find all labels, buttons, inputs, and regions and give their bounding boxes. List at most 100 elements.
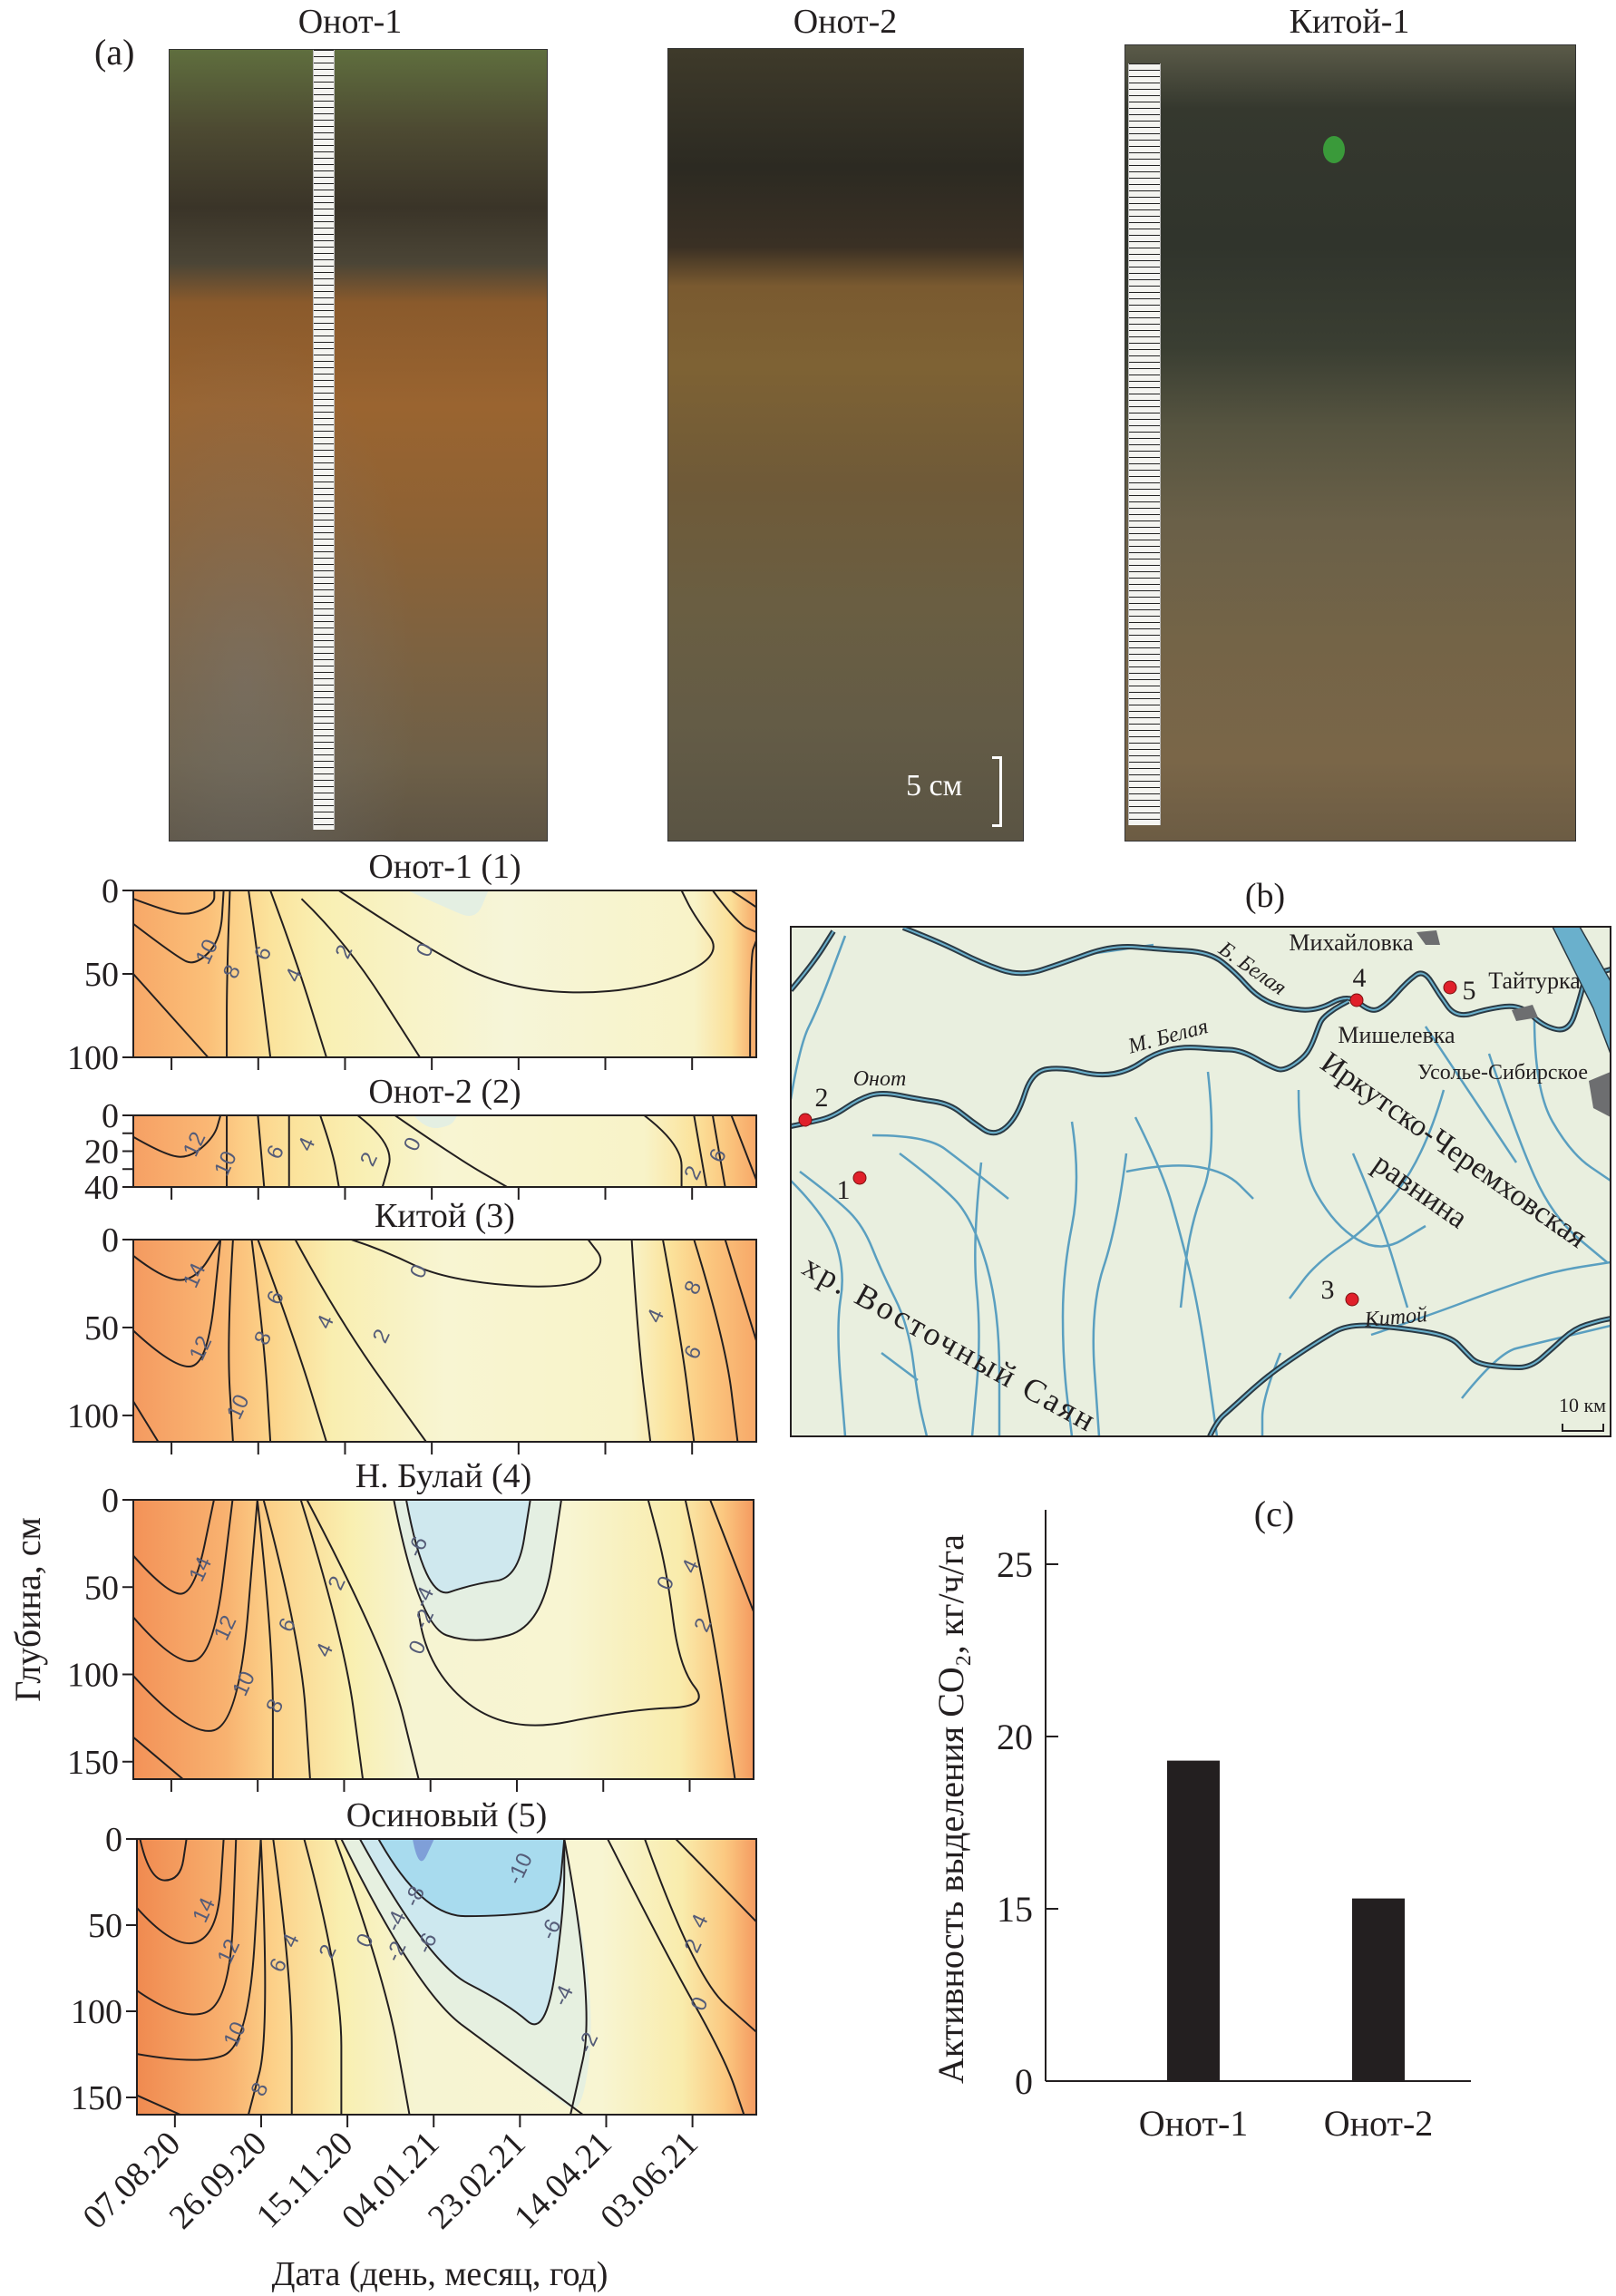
contour-line [338, 890, 715, 994]
contour-line [137, 1839, 225, 1944]
contour-line [133, 1400, 160, 1442]
site-marker-2 [798, 1113, 813, 1127]
contour-line [303, 1839, 343, 2115]
y-tick-label: 0 [102, 872, 119, 910]
scale-bar-bracket [992, 756, 1002, 827]
contour-line [133, 890, 216, 915]
town-taiturka [1512, 1005, 1538, 1021]
contour-line [393, 1500, 562, 1641]
contour-line [133, 890, 225, 964]
tributary [1134, 1116, 1219, 1436]
soil-profile-photo-onot-2: 5 см [667, 48, 1024, 842]
contour-line [248, 890, 272, 1057]
tributary [970, 1162, 983, 1436]
contour-line [137, 1839, 262, 2061]
map-frame [790, 926, 1611, 1437]
map-label-mikhaylovka: Михайловка [1289, 929, 1414, 956]
contour-line [133, 1500, 234, 1663]
site-marker-4 [1349, 993, 1364, 1007]
contour-line [607, 1839, 745, 2115]
contour-line [709, 1500, 754, 1612]
photo-title-onot-1: Онот-1 [297, 3, 403, 41]
plot-frame [132, 1499, 754, 1780]
y-tick-label: 0 [102, 1221, 119, 1260]
tributary [791, 935, 847, 1100]
panel-title: Онот-1 (1) [368, 848, 521, 886]
scale-label: 10 км [1559, 1394, 1606, 1416]
contour-line [133, 1240, 222, 1367]
cold-zone-fill [405, 1500, 531, 1593]
contour-line [250, 1240, 272, 1442]
contour-line [351, 1240, 602, 1288]
tributary [899, 1153, 1001, 1436]
contour-line [359, 1839, 566, 2026]
contour-line [730, 890, 756, 909]
site-label: 4 [1353, 963, 1367, 993]
tributary [1461, 1324, 1611, 1399]
contour-line [133, 1240, 222, 1281]
contour-line [133, 1500, 215, 1595]
contour-line [334, 1839, 411, 2115]
panel-title: Китой (3) [375, 1197, 515, 1235]
tributary [1179, 1071, 1213, 1309]
tributary [1351, 1153, 1409, 1309]
town-mikhaylovka [1416, 930, 1440, 945]
contour-line [306, 1500, 420, 1779]
site-marker-5 [1443, 980, 1457, 995]
x-tick-label: 26.09.20 [162, 2125, 275, 2237]
tributary [871, 1133, 1009, 1200]
tributary [881, 1352, 919, 1381]
measuring-tape [1128, 63, 1161, 825]
x-tick-label: 03.06.21 [593, 2125, 706, 2237]
contour-line [644, 1839, 756, 2033]
cold-zone-fill [407, 890, 489, 917]
panel-title: Осиновый (5) [346, 1796, 548, 1834]
contour-line [319, 1115, 340, 1187]
photo-title-onot-2: Онот-2 [793, 3, 898, 41]
contour-line [256, 1500, 274, 1779]
cold-zone-fill [414, 1115, 458, 1129]
site-label: 3 [1321, 1275, 1335, 1305]
contour-line [300, 898, 421, 1057]
contour-line [226, 890, 231, 1057]
y-tick-label: 100 [67, 1039, 119, 1077]
contour-line [257, 1240, 327, 1442]
town-usolye [1589, 1072, 1611, 1117]
contour-line [299, 1500, 365, 1779]
map-label-mishelevka: Мишелевка [1338, 1022, 1455, 1048]
x-axis-label: Дата (день, месяц, год) [272, 2255, 608, 2293]
contour-line [356, 1115, 391, 1187]
contour-line [247, 1839, 267, 2115]
y-tick-label: 150 [71, 2079, 122, 2117]
y-tick-label: 150 [67, 1744, 119, 1782]
y-tick-label: 100 [67, 1657, 119, 1695]
map-label-onot: Онот [853, 1067, 907, 1091]
tributary [799, 1171, 929, 1436]
tributary [1092, 1153, 1128, 1436]
tributary [1297, 1089, 1426, 1248]
main-river [791, 1000, 1349, 1134]
contour-line [693, 1240, 739, 1442]
y-tick-label: 40 [84, 1169, 119, 1207]
contour-fill [133, 1115, 756, 1187]
bar-1 [1167, 1760, 1220, 2081]
green-leaf-icon [1323, 136, 1345, 163]
contour-line [404, 1500, 531, 1594]
contour-line [228, 1240, 234, 1442]
panel-a-label: (a) [94, 32, 135, 73]
contour-line [133, 973, 209, 1057]
contour-line [563, 1839, 588, 2115]
co2-bar-chart: (c) 0 15 20 25 Онот-1 Онот-2 Активность выделен… [930, 1493, 1471, 2144]
site-marker-3 [1345, 1292, 1359, 1307]
y-tick-label: 15 [997, 1889, 1033, 1930]
panel-b-label: (b) [1245, 877, 1285, 915]
category-label: Онот-1 [1139, 2103, 1249, 2144]
contour-line [262, 1500, 311, 1779]
tributary [1370, 1260, 1611, 1337]
map-label-usolye: Усолье-Сибирское [1417, 1061, 1588, 1085]
main-river [1209, 1318, 1611, 1436]
main-river [791, 930, 834, 991]
